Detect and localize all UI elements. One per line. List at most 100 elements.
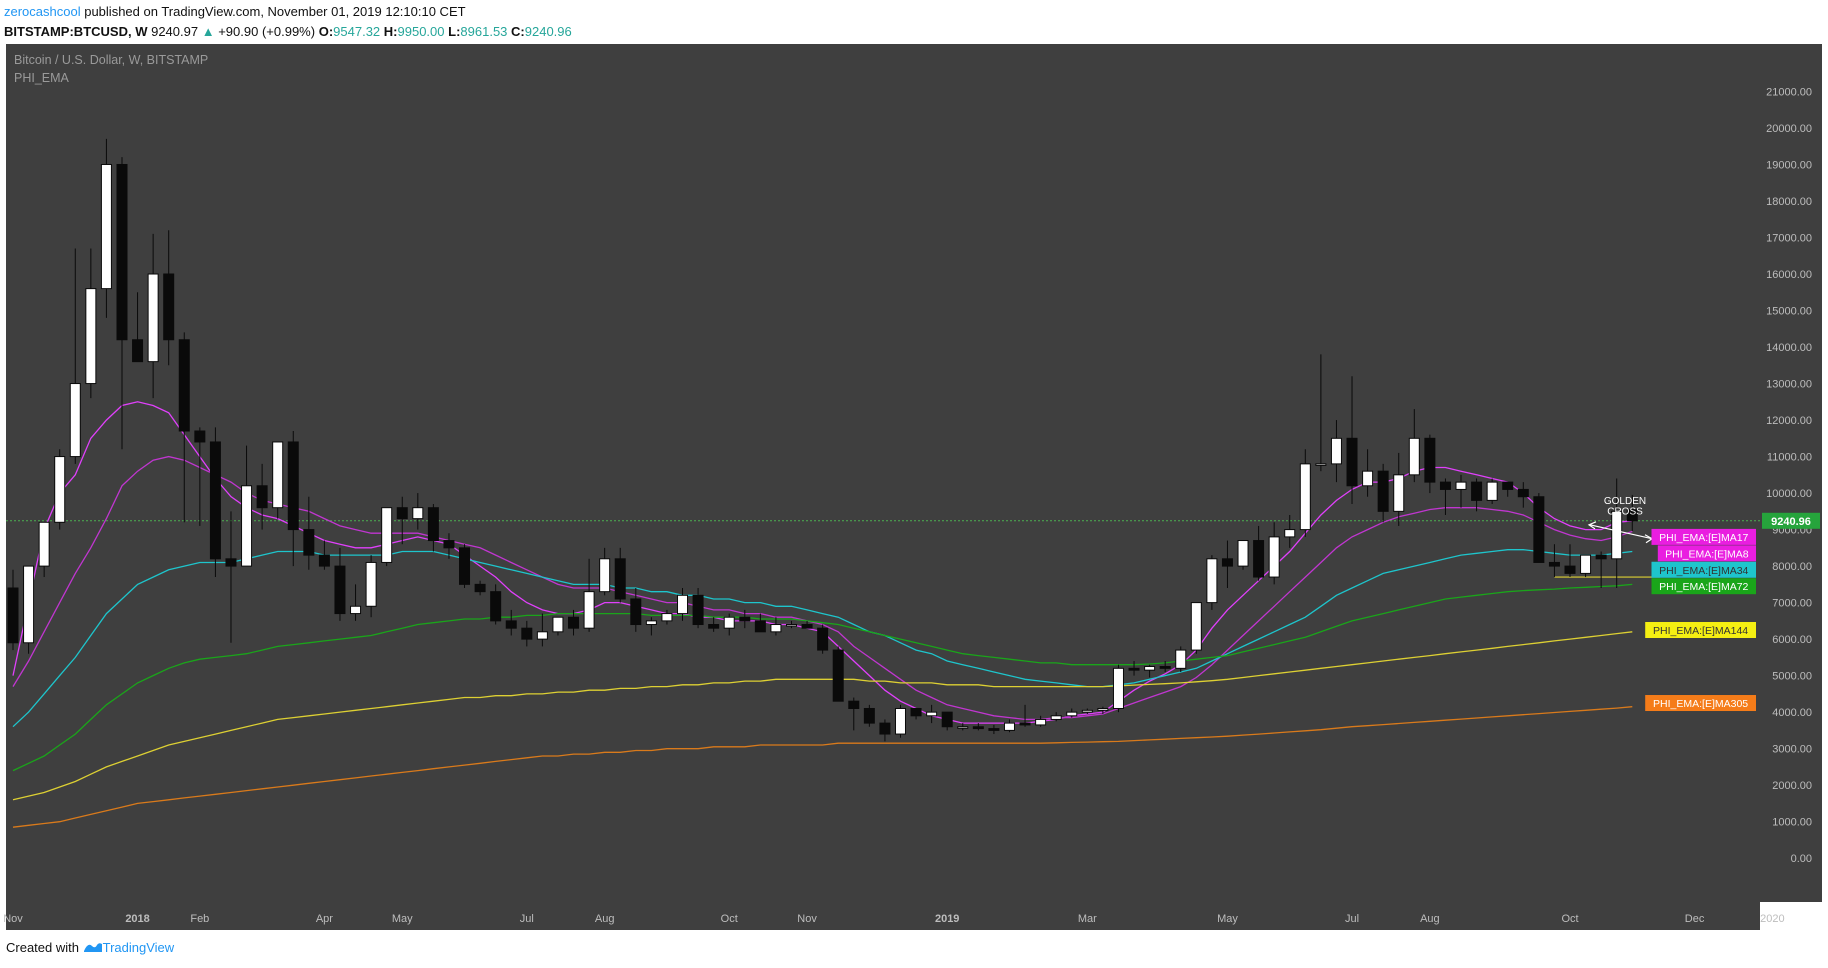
candle-body xyxy=(116,163,128,341)
candle-body xyxy=(287,441,299,531)
candle-body xyxy=(1471,481,1483,501)
y-tick-label: 5000.00 xyxy=(1772,671,1812,683)
candle-body xyxy=(630,598,642,626)
candle-body xyxy=(1408,437,1420,476)
candle-body xyxy=(100,163,112,290)
candle-body xyxy=(1253,540,1265,578)
candle-body xyxy=(459,547,471,585)
candle-body xyxy=(303,529,315,556)
golden-cross-label-2: CROSS xyxy=(1607,506,1643,517)
candle-body xyxy=(786,624,797,627)
candle-body xyxy=(988,728,1000,731)
publish-line: zerocashcool published on TradingView.co… xyxy=(4,2,1804,22)
x-tick-label: Mar xyxy=(1078,913,1097,925)
low-value: 8961.53 xyxy=(460,24,508,39)
candle-body xyxy=(1362,470,1374,487)
candle-body xyxy=(23,565,35,644)
y-tick-label: 1000.00 xyxy=(1772,817,1812,829)
candle-body xyxy=(1128,667,1140,671)
candle-body xyxy=(879,722,891,735)
candle-body xyxy=(848,700,860,709)
candle-body xyxy=(1330,437,1342,465)
candle-body xyxy=(1486,481,1498,501)
candle-body xyxy=(1221,558,1233,567)
candle-body xyxy=(1175,649,1187,669)
close-label: C: xyxy=(511,24,525,39)
price-axis[interactable] xyxy=(1760,44,1822,902)
candle-body xyxy=(334,565,346,615)
candle-body xyxy=(365,561,377,607)
candle-body xyxy=(427,507,439,542)
y-tick-label: 2000.00 xyxy=(1772,780,1812,792)
y-tick-label: 17000.00 xyxy=(1766,233,1812,245)
golden-cross-label: GOLDEN xyxy=(1604,496,1646,507)
candle-body xyxy=(350,605,362,615)
price-tag-bg xyxy=(1762,512,1820,529)
candle-body xyxy=(754,620,766,633)
ema-label: PHI_EMA:[E]MA34 xyxy=(1659,565,1748,577)
candle-body xyxy=(412,507,424,520)
ema-label-bg xyxy=(1651,578,1756,595)
plot-area[interactable] xyxy=(6,44,1760,902)
ema-label: PHI_EMA:[E]MA72 xyxy=(1659,581,1748,593)
candle-body xyxy=(599,558,611,593)
low-label: L: xyxy=(448,24,461,39)
y-tick-label: 21000.00 xyxy=(1766,86,1812,98)
candle-body xyxy=(490,591,502,622)
candle-body xyxy=(832,649,844,702)
candle-body xyxy=(552,616,564,633)
price-tag-label: 9240.96 xyxy=(1771,516,1811,528)
x-tick-label: Jul xyxy=(520,913,534,925)
candle-body xyxy=(272,441,284,509)
candle-body xyxy=(1502,481,1514,490)
candle-body xyxy=(1377,470,1389,512)
x-tick-label: 2019 xyxy=(935,913,959,925)
candle-body xyxy=(7,587,19,644)
x-tick-label: 2018 xyxy=(125,913,149,925)
golden-cross-arrow xyxy=(1589,524,1653,540)
x-tick-label: Aug xyxy=(1420,913,1440,925)
candle-body xyxy=(505,620,517,629)
candle-body xyxy=(69,383,81,458)
candle-body xyxy=(1081,709,1093,713)
tradingview-brand[interactable]: TradingView xyxy=(102,940,175,955)
candle-body xyxy=(957,726,969,729)
candle-body xyxy=(894,707,906,735)
candle-body xyxy=(677,594,689,615)
y-tick-label: 10000.00 xyxy=(1766,488,1812,500)
candle-body xyxy=(1206,558,1218,604)
y-tick-label: 3000.00 xyxy=(1772,744,1812,756)
candle-body xyxy=(1580,554,1592,574)
time-axis[interactable] xyxy=(6,902,1760,930)
y-tick-label: 19000.00 xyxy=(1766,159,1812,171)
ema-label-bg xyxy=(1651,528,1756,545)
y-tick-label: 0.00 xyxy=(1791,853,1812,865)
candle-body xyxy=(1393,474,1405,512)
x-tick-label: Dec xyxy=(1685,913,1705,925)
last-price: 9240.97 xyxy=(151,24,199,39)
candle-body xyxy=(1626,509,1638,522)
price-chart[interactable]: Bitcoin / U.S. Dollar, W, BITSTAMP PHI_E… xyxy=(0,0,1828,930)
x-tick-label: Nov xyxy=(797,913,817,925)
ema-label: PHI_EMA:[E]MA305 xyxy=(1653,698,1748,710)
ema-label: PHI_EMA:[E]MA17 xyxy=(1659,532,1748,544)
ohlc-line: BITSTAMP:BTCUSD, W 9240.97 ▲ +90.90 (+0.… xyxy=(4,22,1804,42)
x-tick-label: May xyxy=(392,913,413,925)
y-tick-label: 13000.00 xyxy=(1766,379,1812,391)
y-tick-label: 12000.00 xyxy=(1766,415,1812,427)
x-tick-label: Oct xyxy=(721,913,738,925)
open-value: 9547.32 xyxy=(333,24,381,39)
tradingview-logo-icon xyxy=(83,943,102,952)
x-tick-label: Feb xyxy=(190,913,209,925)
candle-body xyxy=(1003,722,1015,731)
ema-label-bg xyxy=(1657,545,1756,562)
candle-body xyxy=(1533,496,1545,563)
candle-body xyxy=(1097,707,1109,711)
candle-body xyxy=(381,507,393,563)
candle-body xyxy=(241,485,253,567)
candle-body xyxy=(256,485,268,509)
y-tick-label: 15000.00 xyxy=(1766,306,1812,318)
y-tick-label: 8000.00 xyxy=(1772,561,1812,573)
candle-body xyxy=(163,273,175,341)
author-link[interactable]: zerocashcool xyxy=(4,4,81,19)
